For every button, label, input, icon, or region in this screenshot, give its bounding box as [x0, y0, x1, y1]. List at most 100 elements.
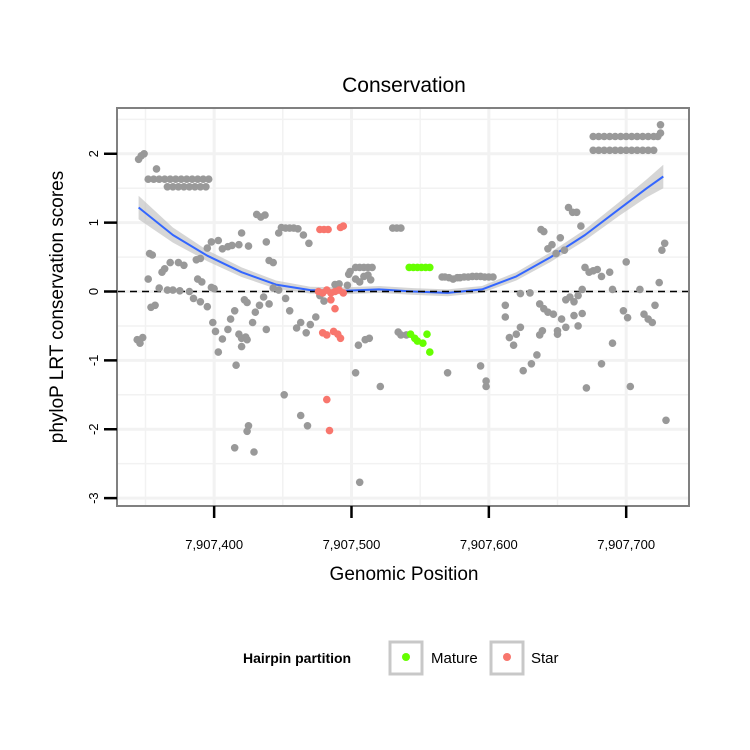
data-point-other — [574, 291, 582, 300]
data-point-other — [589, 146, 597, 155]
data-point-other — [516, 323, 525, 332]
data-point-other — [605, 146, 614, 155]
data-point-other — [560, 246, 569, 254]
data-point-other — [344, 270, 353, 279]
data-point-other — [163, 286, 172, 294]
confidence-band-area — [138, 164, 664, 297]
data-point-other — [549, 310, 558, 319]
plot-panel — [116, 107, 690, 507]
data-point-other — [281, 294, 290, 303]
data-point-other — [203, 244, 212, 252]
data-point-other — [243, 427, 251, 436]
data-point-other — [482, 377, 490, 385]
legend-title: Hairpin partition — [243, 650, 351, 666]
data-point-other — [185, 183, 194, 191]
data-point-other — [397, 224, 405, 232]
data-point-other — [259, 293, 268, 301]
data-point-star — [339, 289, 348, 297]
data-point-other — [335, 280, 343, 288]
data-point-star — [339, 222, 348, 230]
data-point-other — [623, 313, 632, 322]
data-point-other — [633, 146, 641, 155]
data-point-other — [198, 278, 206, 286]
loess-fit-line — [137, 175, 664, 294]
data-point-other — [608, 339, 617, 348]
data-point-other — [180, 183, 188, 191]
data-point-other — [155, 175, 163, 183]
data-point-other — [651, 301, 659, 310]
data-point-other — [622, 258, 630, 266]
data-point-other — [274, 286, 283, 294]
data-point-other — [320, 297, 328, 305]
data-point-other — [151, 301, 159, 310]
data-point-star — [323, 331, 331, 339]
data-point-other — [622, 132, 630, 141]
data-point-other — [376, 382, 385, 391]
data-point-other — [636, 285, 644, 294]
data-point-other — [548, 240, 556, 249]
data-point-other — [174, 183, 183, 191]
data-point-other — [199, 175, 207, 183]
data-point-other — [570, 311, 578, 320]
data-point-other — [203, 302, 212, 311]
data-point-other — [626, 382, 635, 391]
legend-entry-star: Star — [489, 640, 559, 676]
data-point-other — [299, 231, 308, 239]
data-point-other — [155, 284, 163, 292]
data-point-other — [656, 129, 665, 137]
data-point-other — [589, 132, 597, 141]
chart-title: Conservation — [342, 74, 466, 97]
legend-swatch-mature — [402, 653, 410, 661]
data-point-other — [182, 175, 191, 183]
data-point-other — [262, 325, 271, 334]
y-tick-label: 1 — [86, 219, 101, 226]
data-point-other — [166, 175, 174, 183]
data-point-other — [509, 341, 518, 350]
legend: Hairpin partition Mature Star — [243, 640, 559, 676]
data-point-other — [649, 146, 658, 155]
y-tick-label: 2 — [86, 150, 101, 157]
data-point-other — [265, 300, 273, 308]
data-point-other — [243, 335, 251, 344]
data-point-other — [185, 287, 194, 296]
data-point-star — [336, 334, 345, 343]
data-point-other — [163, 183, 172, 191]
x-axis-label: Genomic Position — [330, 564, 479, 585]
data-point-other — [251, 308, 260, 317]
data-point-other — [292, 324, 301, 332]
data-point-mature — [419, 339, 427, 348]
data-point-other — [553, 330, 562, 339]
data-point-other — [633, 132, 641, 141]
data-point-other — [605, 132, 614, 141]
data-point-mature — [426, 263, 434, 272]
data-point-other — [296, 411, 305, 420]
data-point-other — [237, 342, 246, 351]
data-point-other — [202, 183, 210, 191]
data-point-other — [285, 307, 294, 315]
data-point-other — [538, 327, 547, 335]
data-point-other — [658, 246, 666, 254]
data-point-other — [191, 183, 199, 191]
data-point-other — [572, 208, 581, 217]
data-point-other — [296, 318, 305, 327]
data-point-other — [210, 284, 218, 293]
data-point-other — [627, 132, 636, 141]
data-point-other — [152, 165, 161, 173]
data-point-other — [214, 348, 223, 356]
data-point-other — [305, 239, 313, 248]
data-point-other — [616, 132, 625, 141]
data-point-other — [594, 146, 603, 155]
confidence-band — [138, 164, 664, 297]
data-point-other — [171, 175, 180, 183]
data-point-other — [224, 325, 232, 334]
data-point-other — [611, 146, 619, 155]
data-point-other — [189, 294, 198, 303]
data-point-star — [327, 296, 335, 304]
data-point-other — [616, 146, 625, 155]
smooth-line — [137, 175, 664, 294]
x-tick-label: 7,907,500 — [323, 537, 381, 552]
data-point-other — [355, 278, 364, 286]
data-point-other — [519, 366, 527, 375]
data-point-other — [578, 285, 586, 294]
